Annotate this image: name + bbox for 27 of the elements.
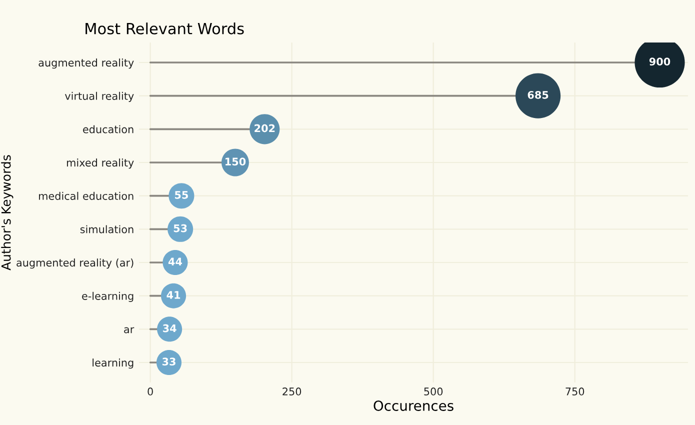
data-label: 55 bbox=[175, 191, 188, 199]
chart-title: Most Relevant Words bbox=[86, 22, 244, 34]
y-tick-label: ar bbox=[124, 327, 134, 334]
data-label: 33 bbox=[162, 358, 176, 366]
y-tick-label: augmented reality bbox=[38, 58, 134, 69]
x-tick-label: 0 bbox=[148, 388, 153, 396]
data-label: 41 bbox=[166, 291, 180, 299]
data-label: 202 bbox=[254, 124, 275, 132]
y-axis-title: Author's Keywords bbox=[1, 155, 14, 270]
data-label: 900 bbox=[649, 58, 670, 66]
x-tick-label: 750 bbox=[566, 388, 584, 396]
x-axis-title: Occurences bbox=[374, 400, 454, 411]
y-tick-label: virtual reality bbox=[64, 92, 134, 102]
y-tick-label: mixed reality bbox=[66, 158, 134, 169]
y-tick-label: e-learning bbox=[82, 292, 134, 302]
y-tick-label: learning bbox=[92, 358, 134, 369]
data-label: 53 bbox=[174, 224, 187, 232]
x-tick-label: 500 bbox=[424, 388, 443, 396]
data-label: 685 bbox=[528, 90, 548, 99]
y-tick-label: education bbox=[83, 125, 134, 134]
data-label: 34 bbox=[163, 324, 176, 332]
y-tick-label: augmented reality (ar) bbox=[16, 258, 134, 269]
data-label: 44 bbox=[168, 258, 182, 266]
y-tick-label: simulation bbox=[80, 225, 134, 234]
x-tick-label: 250 bbox=[282, 388, 302, 396]
y-tick-label: medical education bbox=[39, 192, 134, 200]
data-label: 150 bbox=[226, 158, 246, 166]
